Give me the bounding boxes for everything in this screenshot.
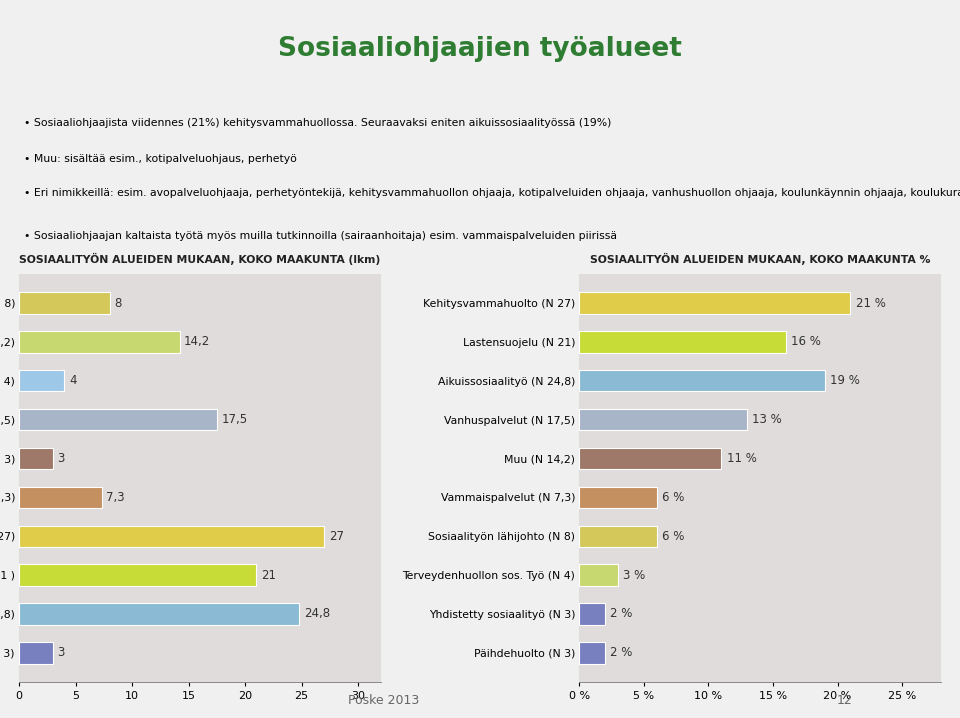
Text: 12: 12: [837, 694, 852, 707]
Text: 8: 8: [114, 297, 122, 309]
Bar: [19, 370, 64, 391]
Text: 24,8: 24,8: [303, 607, 330, 620]
Text: 14,2: 14,2: [184, 335, 210, 348]
Text: 2 %: 2 %: [611, 607, 633, 620]
Bar: [580, 448, 721, 469]
Text: 3: 3: [58, 452, 65, 465]
Text: 3: 3: [58, 646, 65, 659]
Text: 19 %: 19 %: [829, 374, 859, 387]
Bar: [19, 292, 109, 314]
Bar: [19, 331, 180, 353]
Bar: [19, 448, 53, 469]
Text: Poske 2013: Poske 2013: [348, 694, 420, 707]
Text: 27: 27: [328, 530, 344, 543]
Text: • Muu: sisältää esim., kotipalveluohjaus, perhetyö: • Muu: sisältää esim., kotipalveluohjaus…: [24, 154, 297, 164]
Text: Sosiaaliohjaajien työalueet: Sosiaaliohjaajien työalueet: [278, 36, 682, 62]
Text: • Sosiaaliohjaajista viidennes (21%) kehitysvammahuollossa. Seuraavaksi eniten a: • Sosiaaliohjaajista viidennes (21%) keh…: [24, 118, 612, 129]
Bar: [580, 603, 605, 625]
Title: SOSIAALITYÖN ALUEIDEN MUKAAN, KOKO MAAKUNTA %: SOSIAALITYÖN ALUEIDEN MUKAAN, KOKO MAAKU…: [589, 253, 930, 265]
Bar: [580, 642, 605, 663]
Bar: [580, 292, 851, 314]
Bar: [19, 642, 53, 663]
Bar: [19, 487, 102, 508]
Bar: [19, 564, 256, 586]
Text: 21: 21: [261, 569, 276, 582]
Text: 16 %: 16 %: [791, 335, 821, 348]
Text: 2 %: 2 %: [611, 646, 633, 659]
Text: 3 %: 3 %: [623, 569, 645, 582]
Bar: [580, 526, 657, 547]
Text: 13 %: 13 %: [753, 413, 782, 426]
Bar: [580, 409, 747, 430]
Bar: [19, 603, 300, 625]
Bar: [580, 331, 786, 353]
Text: • Sosiaaliohjaajan kaltaista työtä myös muilla tutkinnoilla (sairaanhoitaja) esi: • Sosiaaliohjaajan kaltaista työtä myös …: [24, 230, 617, 241]
Text: 21 %: 21 %: [855, 297, 885, 309]
Text: 6 %: 6 %: [662, 530, 684, 543]
Bar: [580, 564, 618, 586]
Text: 6 %: 6 %: [662, 491, 684, 504]
Text: 4: 4: [69, 374, 77, 387]
Title: SOSIAALITYÖN ALUEIDEN MUKAAN, KOKO MAAKUNTA (lkm): SOSIAALITYÖN ALUEIDEN MUKAAN, KOKO MAAKU…: [19, 253, 380, 265]
Bar: [19, 526, 324, 547]
Bar: [580, 487, 657, 508]
Text: 17,5: 17,5: [222, 413, 248, 426]
Text: 11 %: 11 %: [727, 452, 756, 465]
Text: • Eri nimikkeillä: esim. avopalveluohjaaja, perhetyöntekijä, kehitysvammahuollon: • Eri nimikkeillä: esim. avopalveluohjaa…: [24, 188, 960, 198]
Text: 7,3: 7,3: [107, 491, 125, 504]
Bar: [580, 370, 825, 391]
Bar: [19, 409, 217, 430]
